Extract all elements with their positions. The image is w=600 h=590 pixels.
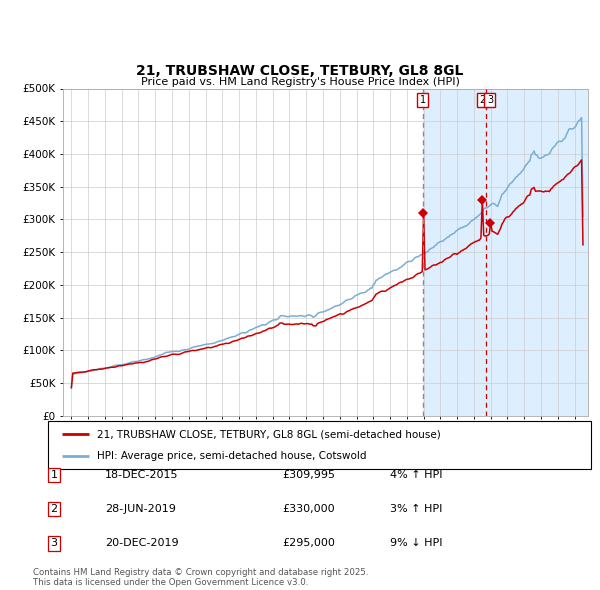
Text: 1: 1 xyxy=(50,470,58,480)
Text: 21, TRUBSHAW CLOSE, TETBURY, GL8 8GL (semi-detached house): 21, TRUBSHAW CLOSE, TETBURY, GL8 8GL (se… xyxy=(97,429,440,439)
Text: 3: 3 xyxy=(50,539,58,548)
Text: 9% ↓ HPI: 9% ↓ HPI xyxy=(390,539,443,548)
Text: 3% ↑ HPI: 3% ↑ HPI xyxy=(390,504,442,514)
Text: £295,000: £295,000 xyxy=(282,539,335,548)
Text: 28-JUN-2019: 28-JUN-2019 xyxy=(105,504,176,514)
Text: Price paid vs. HM Land Registry's House Price Index (HPI): Price paid vs. HM Land Registry's House … xyxy=(140,77,460,87)
Text: 4% ↑ HPI: 4% ↑ HPI xyxy=(390,470,443,480)
FancyBboxPatch shape xyxy=(48,421,591,469)
Text: 20-DEC-2019: 20-DEC-2019 xyxy=(105,539,179,548)
Text: HPI: Average price, semi-detached house, Cotswold: HPI: Average price, semi-detached house,… xyxy=(97,451,367,461)
Text: 21, TRUBSHAW CLOSE, TETBURY, GL8 8GL: 21, TRUBSHAW CLOSE, TETBURY, GL8 8GL xyxy=(136,64,464,78)
Text: 3: 3 xyxy=(487,95,493,105)
Bar xyxy=(423,88,588,416)
Text: £309,995: £309,995 xyxy=(282,470,335,480)
Text: £330,000: £330,000 xyxy=(282,504,335,514)
Text: 18-DEC-2015: 18-DEC-2015 xyxy=(105,470,179,480)
Text: 1: 1 xyxy=(420,95,426,105)
Text: 2: 2 xyxy=(50,504,58,514)
Text: Contains HM Land Registry data © Crown copyright and database right 2025.
This d: Contains HM Land Registry data © Crown c… xyxy=(33,568,368,587)
Text: 2: 2 xyxy=(479,95,485,105)
